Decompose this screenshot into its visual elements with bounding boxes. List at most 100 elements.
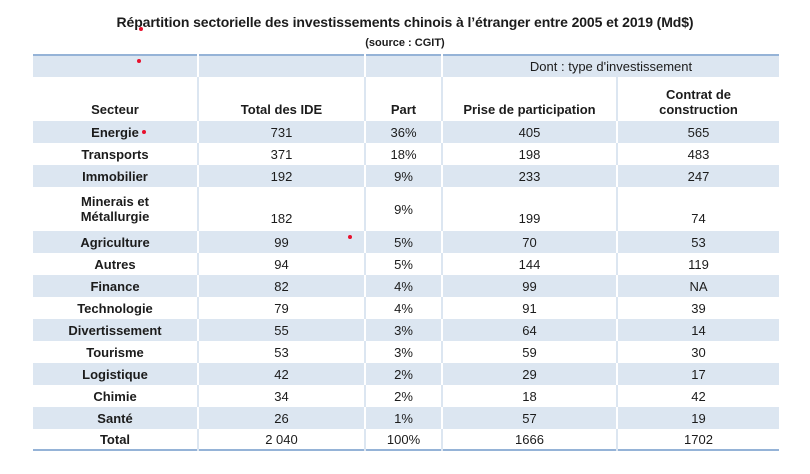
cell-part-value: 2% xyxy=(394,388,413,404)
cell-part: 9% xyxy=(365,187,443,231)
cell-part-value: 3% xyxy=(394,344,413,360)
cell-prise-participation: 91 xyxy=(442,297,618,319)
cell-total-ide: 371 xyxy=(198,143,366,165)
cell-contrat-construction: NA xyxy=(617,275,780,297)
cell-total-ide-value: 731 xyxy=(270,124,293,140)
cell-secteur: Finance xyxy=(33,275,199,297)
investments-table: Dont : type d'investissement Secteur Tot… xyxy=(33,54,780,451)
cell-total-ide: 79 xyxy=(198,297,366,319)
cell-part: 5% xyxy=(365,231,443,253)
red-dot-annotation xyxy=(139,27,143,31)
cell-part-value: 9% xyxy=(394,168,413,184)
cell-secteur-value: Transports xyxy=(81,146,149,162)
cell-prise-participation: 405 xyxy=(442,121,618,143)
cell-part-value: 18% xyxy=(390,146,417,162)
cell-part-value: 2% xyxy=(394,366,413,382)
column-header-contrat-construction: Contrat de construction xyxy=(617,77,780,121)
cell-total-ide: 82 xyxy=(198,275,366,297)
cell-prise-participation: 29 xyxy=(442,363,618,385)
cell-contrat-construction: 14 xyxy=(617,319,780,341)
cell-total-ide-value: 26 xyxy=(274,410,289,426)
cell-contrat-construction-value: 483 xyxy=(687,146,710,162)
cell-part-value: 9% xyxy=(394,201,413,217)
group-header-row: Dont : type d'investissement xyxy=(33,55,780,77)
table-row: Immobilier 192 9% 233 247 xyxy=(33,165,780,187)
cell-part: 18% xyxy=(365,143,443,165)
table-row-total: Total 2 040 100% 1666 1702 xyxy=(33,429,780,450)
cell-prise-participation: 144 xyxy=(442,253,618,275)
cell-secteur: Total xyxy=(33,429,199,450)
group-header-cell: Dont : type d'investissement xyxy=(442,55,780,77)
cell-prise-participation-value: 198 xyxy=(518,146,541,162)
cell-secteur: Chimie xyxy=(33,385,199,407)
cell-prise-participation: 59 xyxy=(442,341,618,363)
cell-secteur-value: Autres xyxy=(94,256,136,272)
table-row: Technologie 79 4% 91 39 xyxy=(33,297,780,319)
group-spacer-cell xyxy=(365,55,443,77)
cell-part: 36% xyxy=(365,121,443,143)
column-header-part: Part xyxy=(365,77,443,121)
cell-prise-participation: 64 xyxy=(442,319,618,341)
cell-total-ide-value: 371 xyxy=(270,146,293,162)
cell-secteur: Autres xyxy=(33,253,199,275)
cell-total-ide-value: 94 xyxy=(274,256,289,272)
cell-prise-participation-value: 1666 xyxy=(515,431,544,447)
cell-part-value: 3% xyxy=(394,322,413,338)
cell-secteur: Immobilier xyxy=(33,165,199,187)
cell-total-ide: 192 xyxy=(198,165,366,187)
cell-part: 2% xyxy=(365,363,443,385)
cell-contrat-construction-value: 39 xyxy=(691,300,706,316)
cell-total-ide-value: 2 040 xyxy=(265,431,298,447)
cell-part: 3% xyxy=(365,341,443,363)
cell-secteur-value: Chimie xyxy=(93,388,137,404)
cell-contrat-construction: 42 xyxy=(617,385,780,407)
table-row: Minerais et Métallurgie 182 9% 199 74 xyxy=(33,187,780,231)
cell-secteur: Energie xyxy=(33,121,199,143)
cell-total-ide: 731 xyxy=(198,121,366,143)
cell-contrat-construction-value: 42 xyxy=(691,388,706,404)
cell-contrat-construction-value: 565 xyxy=(687,124,710,140)
table-row: Chimie 34 2% 18 42 xyxy=(33,385,780,407)
cell-total-ide-value: 55 xyxy=(274,322,289,338)
cell-prise-participation: 1666 xyxy=(442,429,618,450)
cell-prise-participation-value: 18 xyxy=(522,388,537,404)
cell-total-ide-value: 182 xyxy=(270,211,293,226)
cell-secteur-value: Energie xyxy=(91,124,139,140)
group-spacer-cell xyxy=(198,55,366,77)
page-source: (source : CGIT) xyxy=(365,37,445,49)
cell-part-value: 1% xyxy=(394,410,413,426)
red-dot-annotation xyxy=(137,59,141,63)
cell-secteur-value: Total xyxy=(99,431,131,447)
cell-contrat-construction-value: 17 xyxy=(691,366,706,382)
cell-prise-participation: 233 xyxy=(442,165,618,187)
cell-secteur-value: Santé xyxy=(97,410,133,426)
cell-contrat-construction: 17 xyxy=(617,363,780,385)
cell-secteur: Santé xyxy=(33,407,199,429)
cell-part: 9% xyxy=(365,165,443,187)
cell-contrat-construction-value: 19 xyxy=(691,410,706,426)
cell-secteur-value: Immobilier xyxy=(82,168,148,184)
cell-contrat-construction: 53 xyxy=(617,231,780,253)
cell-contrat-construction-value: 53 xyxy=(691,234,706,250)
cell-total-ide-value: 192 xyxy=(270,168,293,184)
cell-part-value: 4% xyxy=(394,300,413,316)
cell-prise-participation: 18 xyxy=(442,385,618,407)
table-row: Transports 371 18% 198 483 xyxy=(33,143,780,165)
cell-secteur-value: Logistique xyxy=(82,366,148,382)
cell-contrat-construction: 30 xyxy=(617,341,780,363)
cell-part: 100% xyxy=(365,429,443,450)
cell-total-ide: 42 xyxy=(198,363,366,385)
cell-part-value: 100% xyxy=(386,431,421,447)
cell-secteur-value: Technologie xyxy=(77,300,153,316)
cell-part: 1% xyxy=(365,407,443,429)
cell-prise-participation-value: 70 xyxy=(522,234,537,250)
table-row: Tourisme 53 3% 59 30 xyxy=(33,341,780,363)
cell-contrat-construction-value: 119 xyxy=(688,256,709,272)
column-header-total-ide: Total des IDE xyxy=(198,77,366,121)
table-row: Divertissement 55 3% 64 14 xyxy=(33,319,780,341)
cell-part: 4% xyxy=(365,275,443,297)
table-body: Energie 731 36% 405 565 Transports 371 18% 198 48… xyxy=(33,121,780,450)
cell-total-ide: 94 xyxy=(198,253,366,275)
cell-prise-participation-value: 199 xyxy=(518,211,541,226)
